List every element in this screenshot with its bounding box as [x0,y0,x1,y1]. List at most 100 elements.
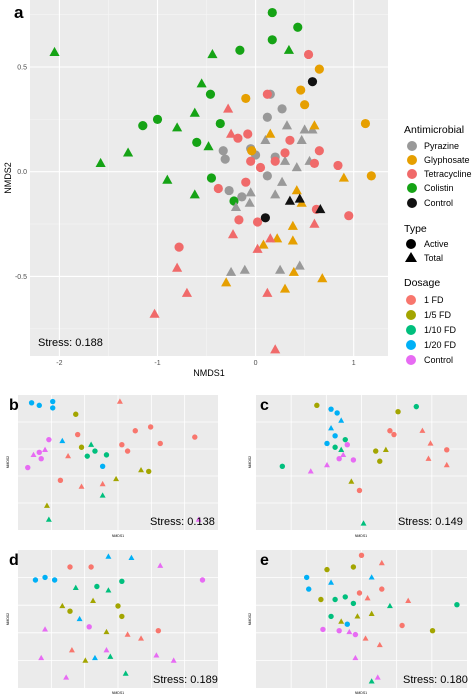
point-colistin-active [152,114,163,124]
point-control-active [38,455,44,462]
point-tetracycline-active [280,148,290,158]
point-colistin-total [172,122,183,132]
point-control-total [30,451,37,458]
point-pyrazine-total [244,197,255,207]
point-colistin-total [162,174,173,184]
point-1-5-fd-total [338,618,345,624]
point-1-fd-total [376,641,383,648]
point-1-20-fd-active [51,577,58,583]
point-1-10-fd-total [45,516,52,522]
legend-label-dosage-control: Control [424,355,453,365]
point-control-total [38,654,45,661]
point-1-5-fd-total [368,610,375,616]
point-1-fd-total [124,631,131,637]
point-1-5-fd-active [395,409,401,415]
point-1-10-fd-total [360,520,367,526]
panel-b-x-axis-label: NMDS1 [112,534,124,538]
x-tick-label: -1 [154,360,160,367]
point-tetracycline-active [234,215,244,225]
panel-a-label: a [14,3,24,22]
point-pyrazine-active [224,185,234,196]
legend-type-title: Type [404,223,427,235]
panel-b-y-axis-label: NMDS2 [6,456,10,468]
point-colistin-active [138,121,148,131]
point-tetracycline-active [344,211,354,221]
point-1-fd-active [399,622,405,629]
point-1-fd-total [378,559,385,566]
point-tetracycline-active [255,162,266,173]
point-control-active [344,442,350,448]
legend-antimicrobial-items: Pyrazine Glyphosate Tetracycline Colisti… [407,141,472,208]
point-glyphosate-total [317,273,328,283]
point-1-fd-total [425,455,432,461]
point-1-fd-active [444,447,450,453]
x-tick-label: -2 [56,360,62,367]
panel-a-x-ticks: -2 -1 0 1 [56,360,355,367]
point-glyphosate-active [366,171,376,181]
point-1-5-fd-active [373,448,379,454]
legend: Antimicrobial Pyrazine Glyphosate Tetrac… [404,124,472,365]
panel-a-y-ticks: -0.5 0.0 0.5 [15,65,27,281]
point-1-fd-active [155,628,162,634]
point-1-fd-active [356,590,363,596]
point-1-10-fd-total [107,653,114,659]
point-glyphosate-total [265,128,276,138]
point-glyphosate-total [287,220,298,230]
point-1-20-fd-total [328,579,335,585]
point-1-20-fd-active [324,440,330,447]
panel-c-grid [256,395,467,530]
x-tick-label: 1 [352,360,356,367]
point-glyphosate-total [338,172,349,182]
point-1-5-fd-active [350,564,357,570]
point-glyphosate-total [287,235,298,245]
point-1-10-fd-active [454,602,460,608]
panel-e-y-axis-label: NMDS2 [248,613,252,625]
point-tetracycline-total [223,103,234,113]
panel-e-stress-annotation: Stress: 0.180 [403,674,468,686]
panel-d-label: d [9,552,19,569]
legend-label-active: Active [424,239,449,249]
point-colistin-active [267,7,277,18]
point-colistin-active [267,35,277,45]
point-control-total [63,674,70,680]
point-tetracycline-total [252,243,263,253]
point-tetracycline-total [309,218,320,228]
legend-key-1-10-fd [406,325,416,335]
panel-e-points [303,552,460,684]
point-colistin-active [235,45,245,55]
panel-a-y-axis-label: NMDS2 [3,162,13,194]
point-1-20-fd-total [91,654,98,661]
point-1-10-fd-active [342,594,348,600]
point-1-10-fd-active [94,583,100,590]
point-1-20-fd-total [76,615,83,622]
point-1-10-fd-total [105,587,112,593]
point-1-20-fd-active [42,574,48,581]
point-control-active [36,449,42,456]
legend-label-glyphosate: Glyphosate [424,155,470,165]
point-1-20-fd-active [36,402,42,409]
panel-d-points [32,553,206,680]
point-1-10-fd-active [332,444,338,450]
panel-c-y-axis-label: NMDS2 [248,456,252,468]
point-1-20-fd-active [328,406,334,412]
point-tetracycline-total [262,287,273,297]
point-glyphosate-active [241,93,251,104]
point-colistin-total [49,46,60,57]
point-pyrazine-active [262,112,272,122]
legend-key-total [405,252,417,262]
panel-c-stress-annotation: Stress: 0.149 [398,516,463,528]
point-1-10-fd-active [92,448,98,454]
legend-label-pyrazine: Pyrazine [424,141,459,151]
point-1-10-fd-total [368,678,375,684]
point-glyphosate-active [360,118,371,129]
point-glyphosate-total [279,283,291,293]
point-colistin-total [189,107,200,117]
legend-label-1-fd: 1 FD [424,295,444,305]
panel-b: b Stress: 0.138 NMDS1 NMDS2 [6,395,218,538]
panel-b-grid [18,395,218,530]
panel-e-label: e [260,552,269,569]
point-control-active [352,631,359,638]
legend-label-1-5-fd: 1/5 FD [424,310,452,320]
point-1-fd-active [387,428,393,434]
point-1-fd-total [405,597,412,603]
